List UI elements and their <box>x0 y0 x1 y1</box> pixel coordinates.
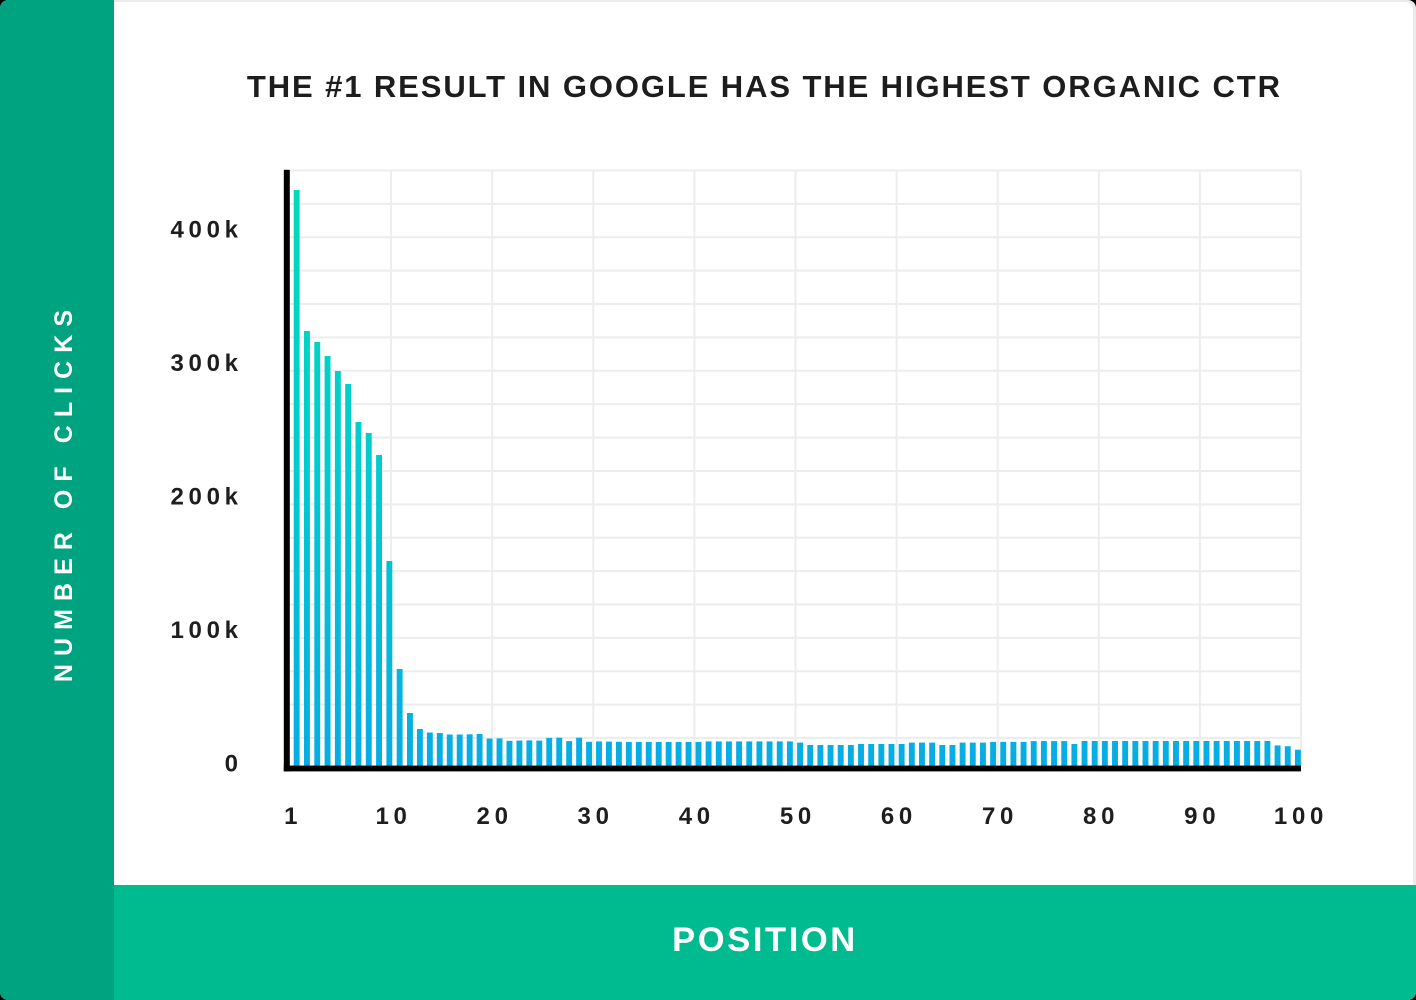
svg-text:30: 30 <box>578 803 614 830</box>
svg-text:60: 60 <box>881 803 917 830</box>
svg-text:POSITION: POSITION <box>672 921 858 959</box>
svg-text:1: 1 <box>284 803 302 830</box>
svg-text:80: 80 <box>1083 803 1119 830</box>
svg-text:300k: 300k <box>170 350 242 377</box>
svg-text:40: 40 <box>679 803 715 830</box>
svg-text:70: 70 <box>982 803 1018 830</box>
svg-text:100: 100 <box>1274 803 1328 830</box>
svg-text:200k: 200k <box>170 483 242 510</box>
svg-text:10: 10 <box>375 803 411 830</box>
svg-text:90: 90 <box>1184 803 1220 830</box>
svg-text:50: 50 <box>780 803 816 830</box>
svg-text:100k: 100k <box>170 617 242 644</box>
svg-text:NUMBER OF CLICKS: NUMBER OF CLICKS <box>50 302 78 682</box>
svg-text:THE #1 RESULT IN GOOGLE HAS TH: THE #1 RESULT IN GOOGLE HAS THE HIGHEST … <box>247 69 1282 104</box>
svg-text:400k: 400k <box>170 216 242 243</box>
svg-text:0: 0 <box>225 750 243 777</box>
svg-text:20: 20 <box>477 803 513 830</box>
